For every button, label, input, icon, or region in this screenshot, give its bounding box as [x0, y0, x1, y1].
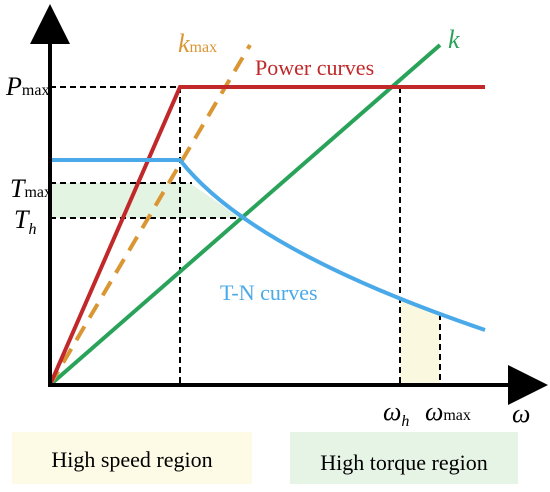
label-part: max — [190, 39, 218, 56]
label-part: P — [5, 72, 22, 101]
label-part: T — [14, 205, 30, 234]
tmax-label: Tmax — [10, 174, 52, 203]
region-box — [290, 432, 518, 484]
tn-curve — [50, 158, 486, 332]
label-part: max — [443, 407, 471, 424]
power-label: Power curves — [255, 55, 374, 80]
region-label: High torque region — [320, 450, 487, 475]
label-part: T — [10, 174, 26, 203]
label-part: k — [178, 29, 190, 58]
power-curve — [48, 85, 485, 386]
wh-label: ωh — [383, 397, 409, 430]
label-part: max — [24, 184, 52, 201]
label-part: ω — [425, 397, 443, 426]
k-label: k — [448, 25, 460, 54]
k-line — [48, 43, 442, 387]
x-axis-label: ω — [512, 399, 530, 428]
region-label: High speed region — [51, 447, 212, 472]
label-part: ω — [383, 397, 401, 426]
kmax-label: kmax — [178, 29, 217, 58]
label-part: max — [22, 82, 50, 99]
kmax-line — [48, 43, 252, 387]
label-part: h — [28, 221, 36, 238]
region-box — [12, 432, 252, 484]
pmax-label: Pmax — [5, 72, 49, 101]
label-part: h — [401, 413, 409, 430]
speed-band — [400, 300, 440, 385]
torque-band — [52, 183, 240, 218]
wmax-label: ωmax — [425, 397, 471, 426]
tn-label: T-N curves — [220, 280, 318, 305]
th-label: Th — [14, 205, 36, 238]
